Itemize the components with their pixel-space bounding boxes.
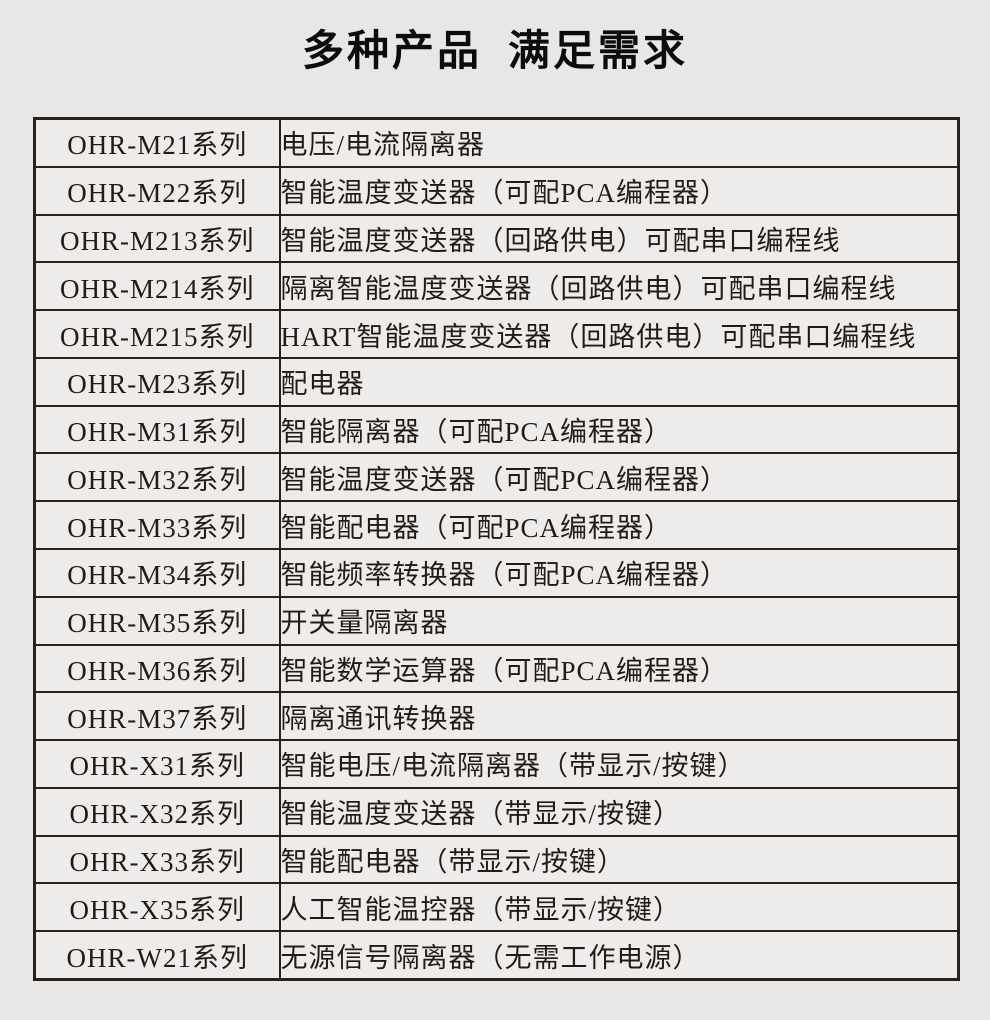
series-cell: OHR-M33系列 (33, 500, 281, 550)
table-row: OHR-M31系列 智能隔离器（可配PCA编程器） (33, 404, 960, 455)
table-row: OHR-X32系列 智能温度变送器（带显示/按键） (33, 786, 960, 837)
description-cell: 电压/电流隔离器 (278, 117, 960, 168)
series-cell: OHR-X35系列 (33, 882, 281, 933)
description-cell: 开关量隔离器 (278, 595, 960, 646)
series-cell: OHR-X32系列 (33, 786, 281, 837)
description-cell: HART智能温度变送器（回路供电）可配串口编程线 (278, 309, 960, 359)
series-cell: OHR-M34系列 (33, 547, 281, 598)
description-cell: 无源信号隔离器（无需工作电源） (278, 930, 960, 981)
product-table-body: OHR-M21系列 电压/电流隔离器 OHR-M22系列 智能温度变送器（可配PCA编… (33, 117, 960, 981)
series-cell: OHR-M21系列 (33, 117, 281, 168)
description-cell: 人工智能温控器（带显示/按键） (278, 882, 960, 933)
table-row: OHR-M33系列 智能配电器（可配PCA编程器） (33, 500, 960, 550)
series-cell: OHR-X31系列 (33, 739, 281, 789)
description-cell: 智能电压/电流隔离器（带显示/按键） (278, 739, 960, 789)
series-cell: OHR-M22系列 (33, 165, 281, 216)
table-row: OHR-M23系列 配电器 (33, 356, 960, 407)
description-cell: 隔离通讯转换器 (278, 691, 960, 742)
series-cell: OHR-M213系列 (33, 213, 281, 264)
page-title-part1: 多种产品 (301, 27, 482, 74)
series-cell: OHR-X33系列 (33, 834, 281, 885)
table-row: OHR-M214系列 隔离智能温度变送器（回路供电）可配串口编程线 (33, 261, 960, 312)
series-cell: OHR-M215系列 (33, 309, 281, 359)
table-row: OHR-M36系列 智能数学运算器（可配PCA编程器） (33, 643, 960, 694)
description-cell: 智能温度变送器（可配PCA编程器） (278, 452, 960, 503)
table-row: OHR-M32系列 智能温度变送器（可配PCA编程器） (33, 452, 960, 503)
table-row: OHR-M37系列 隔离通讯转换器 (33, 691, 960, 742)
page-title: 多种产品 满足需求 (0, 0, 990, 76)
description-cell: 智能配电器（可配PCA编程器） (278, 500, 960, 550)
description-cell: 智能温度变送器（可配PCA编程器） (278, 165, 960, 216)
series-cell: OHR-M23系列 (33, 356, 281, 407)
table-row: OHR-M213系列 智能温度变送器（回路供电）可配串口编程线 (33, 213, 960, 264)
series-cell: OHR-W21系列 (33, 930, 281, 981)
series-cell: OHR-M37系列 (33, 691, 281, 742)
series-cell: OHR-M31系列 (33, 404, 281, 455)
table-row: OHR-M21系列 电压/电流隔离器 (33, 117, 960, 168)
series-cell: OHR-M35系列 (33, 595, 281, 646)
description-cell: 智能配电器（带显示/按键） (278, 834, 960, 885)
table-row: OHR-X31系列 智能电压/电流隔离器（带显示/按键） (33, 739, 960, 789)
description-cell: 智能温度变送器（回路供电）可配串口编程线 (278, 213, 960, 264)
table-row: OHR-M22系列 智能温度变送器（可配PCA编程器） (33, 165, 960, 216)
series-cell: OHR-M214系列 (33, 261, 281, 312)
product-table: OHR-M21系列 电压/电流隔离器 OHR-M22系列 智能温度变送器（可配PCA编… (33, 117, 960, 981)
page-title-part2: 满足需求 (508, 27, 689, 74)
description-cell: 智能数学运算器（可配PCA编程器） (278, 643, 960, 694)
table-row: OHR-X33系列 智能配电器（带显示/按键） (33, 834, 960, 885)
description-cell: 隔离智能温度变送器（回路供电）可配串口编程线 (278, 261, 960, 312)
table-row: OHR-W21系列 无源信号隔离器（无需工作电源） (33, 930, 960, 981)
table-row: OHR-M35系列 开关量隔离器 (33, 595, 960, 646)
description-cell: 智能频率转换器（可配PCA编程器） (278, 547, 960, 598)
table-row: OHR-X35系列 人工智能温控器（带显示/按键） (33, 882, 960, 933)
description-cell: 配电器 (278, 356, 960, 407)
table-row: OHR-M215系列 HART智能温度变送器（回路供电）可配串口编程线 (33, 309, 960, 359)
series-cell: OHR-M36系列 (33, 643, 281, 694)
description-cell: 智能隔离器（可配PCA编程器） (278, 404, 960, 455)
series-cell: OHR-M32系列 (33, 452, 281, 503)
table-row: OHR-M34系列 智能频率转换器（可配PCA编程器） (33, 547, 960, 598)
description-cell: 智能温度变送器（带显示/按键） (278, 786, 960, 837)
